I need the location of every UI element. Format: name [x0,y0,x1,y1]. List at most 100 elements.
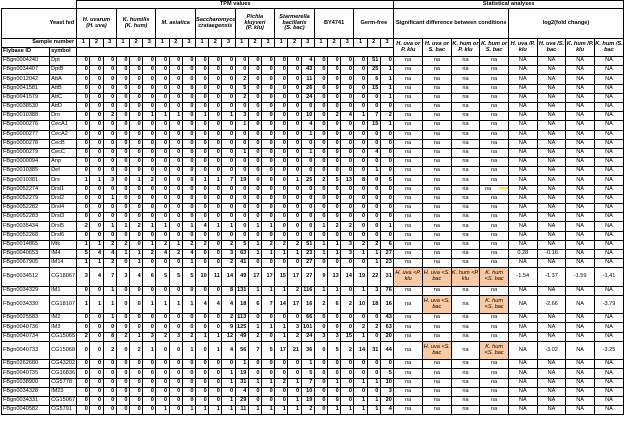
significance-cell: na [422,184,452,195]
significance-value: na [491,332,498,339]
significance-cell: na [479,157,509,168]
replicate-number: 2 [247,38,263,48]
tpm-value: 0 [274,147,289,159]
significance-value: na [405,240,412,247]
tpm-value: 1 [128,258,144,269]
significance-cell: K. hum <P. klu [450,267,481,287]
tpm-value: 0 [247,202,263,214]
log2-fold-change-value: NA [507,129,538,140]
group-name: Germ-free [360,19,388,26]
tpm-value: 0 [313,313,329,324]
tpm-value: 1 [208,175,223,186]
tpm-value: 101 [300,322,315,333]
tpm-value: 0 [274,111,289,122]
tpm-value: 15 [274,267,289,287]
gene-symbol: CecC [49,147,78,159]
significance-value: na [433,231,440,238]
flybase-id: FBgn0012042 [0,74,51,85]
tpm-value: 0 [300,193,315,205]
tpm-value: 2 [76,331,91,342]
tpm-value: 0 [102,92,117,103]
table-row: FBgn0041581 AttB 0 0 0 0 0 0 0 0 0 0 0 0 5 0 0 0 0 26 0 0 0 0 15… [0,83,625,94]
tpm-value: 0 [379,129,395,140]
significance-value: na [433,378,440,385]
tpm-value: 0 [76,368,91,379]
log2-fold-change-value: NA [565,92,595,103]
tpm-value: 1 [142,340,157,361]
tpm-value: 0 [366,212,381,223]
tpm-value: 0 [76,111,91,122]
significance-cell: na [422,111,452,122]
tpm-value: 3 [168,331,183,342]
significance-value: na [405,222,412,229]
tpm-value: 0 [247,193,263,205]
significance-value: na [433,84,440,91]
tpm-value: 0 [287,55,302,67]
tpm-value: 0 [379,193,395,205]
table-row: FBgn0010385 Def 0 0 0 0 0 0 0 0 0 0 0 0 0 0 0 0 0 0 0 0 0 0 1 0 na… [0,166,625,177]
tpm-value: 0 [102,184,117,195]
log2-fold-change-value: NA [507,212,538,223]
tpm-value: 0 [340,258,355,269]
tpm-value: 0 [181,285,197,296]
tpm-value: 1 [155,405,170,416]
replicate-number: 2 [287,38,302,48]
log2-fold-change-value: NA [507,83,538,94]
log2-fold-change-value: NA [536,285,567,296]
tpm-value: 0 [76,405,91,416]
tpm-value: 63 [234,248,249,260]
significance-value: na [462,332,469,339]
tpm-value: 27 [300,267,315,287]
tpm-value: 0 [181,74,197,85]
tpm-value: 1 [247,221,263,232]
tpm-value: 0 [221,129,236,140]
tpm-value: 0 [128,83,144,94]
tpm-value: 0 [353,359,368,370]
tpm-value: 0 [261,368,276,379]
tpm-value: 1 [155,111,170,122]
tpm-value: 0 [247,55,263,67]
tpm-value: 0 [115,120,130,131]
tpm-value: 1 [247,239,263,250]
tpm-value: 0 [194,55,210,67]
tpm-value: 0 [274,101,289,113]
tpm-value: 1 [102,285,117,296]
significance-cell: na [479,285,509,296]
tpm-value: 2 [340,294,355,315]
tpm-value: 0 [168,212,183,223]
tpm-value: 0 [155,175,170,186]
significance-cell: na [450,147,481,159]
gene-symbol: AttC [49,92,78,103]
gene-symbol: Def [49,166,78,177]
fold-change-comparison-header: K. hum /S. bac [593,38,625,57]
table-row: FBgn0052283 Drsl3 0 0 0 0 0 0 0 0 0 0 0 0 0 0 0 0 0 0 0 0 0 0 0 0… [0,212,625,223]
significance-value: na [491,286,498,293]
significance-cell: na [393,359,423,370]
significance-cell: na [422,157,452,168]
tpm-value: 0 [287,101,302,113]
tpm-value: 9 [221,322,236,333]
tpm-value: 0 [274,395,289,407]
tpm-value: 0 [261,92,276,103]
tpm-value: 1 [234,359,249,370]
tpm-value: 0 [353,120,368,131]
tpm-value: 1 [155,294,170,315]
tpm-value: 0 [313,368,329,379]
tpm-value: 0 [261,258,276,269]
tpm-value: 0 [155,386,170,397]
gene-symbol: CG5778 [49,377,78,388]
tpm-value: 0 [261,65,276,76]
tpm-value: 1 [247,322,263,333]
tpm-value: 0 [287,386,302,397]
significance-cell: na [422,258,452,269]
tpm-value: 0 [287,202,302,214]
tpm-value: 2 [234,74,249,85]
tpm-value: 2 [287,239,302,250]
tpm-value: 0 [221,147,236,159]
tpm-value: 0 [194,92,210,103]
tpm-value: 0 [142,129,157,140]
tpm-value: 1 [181,405,197,416]
gene-symbol: CG15067 [49,395,78,407]
replicate-number: 1 [274,38,289,48]
tpm-value: 25 [366,65,381,76]
